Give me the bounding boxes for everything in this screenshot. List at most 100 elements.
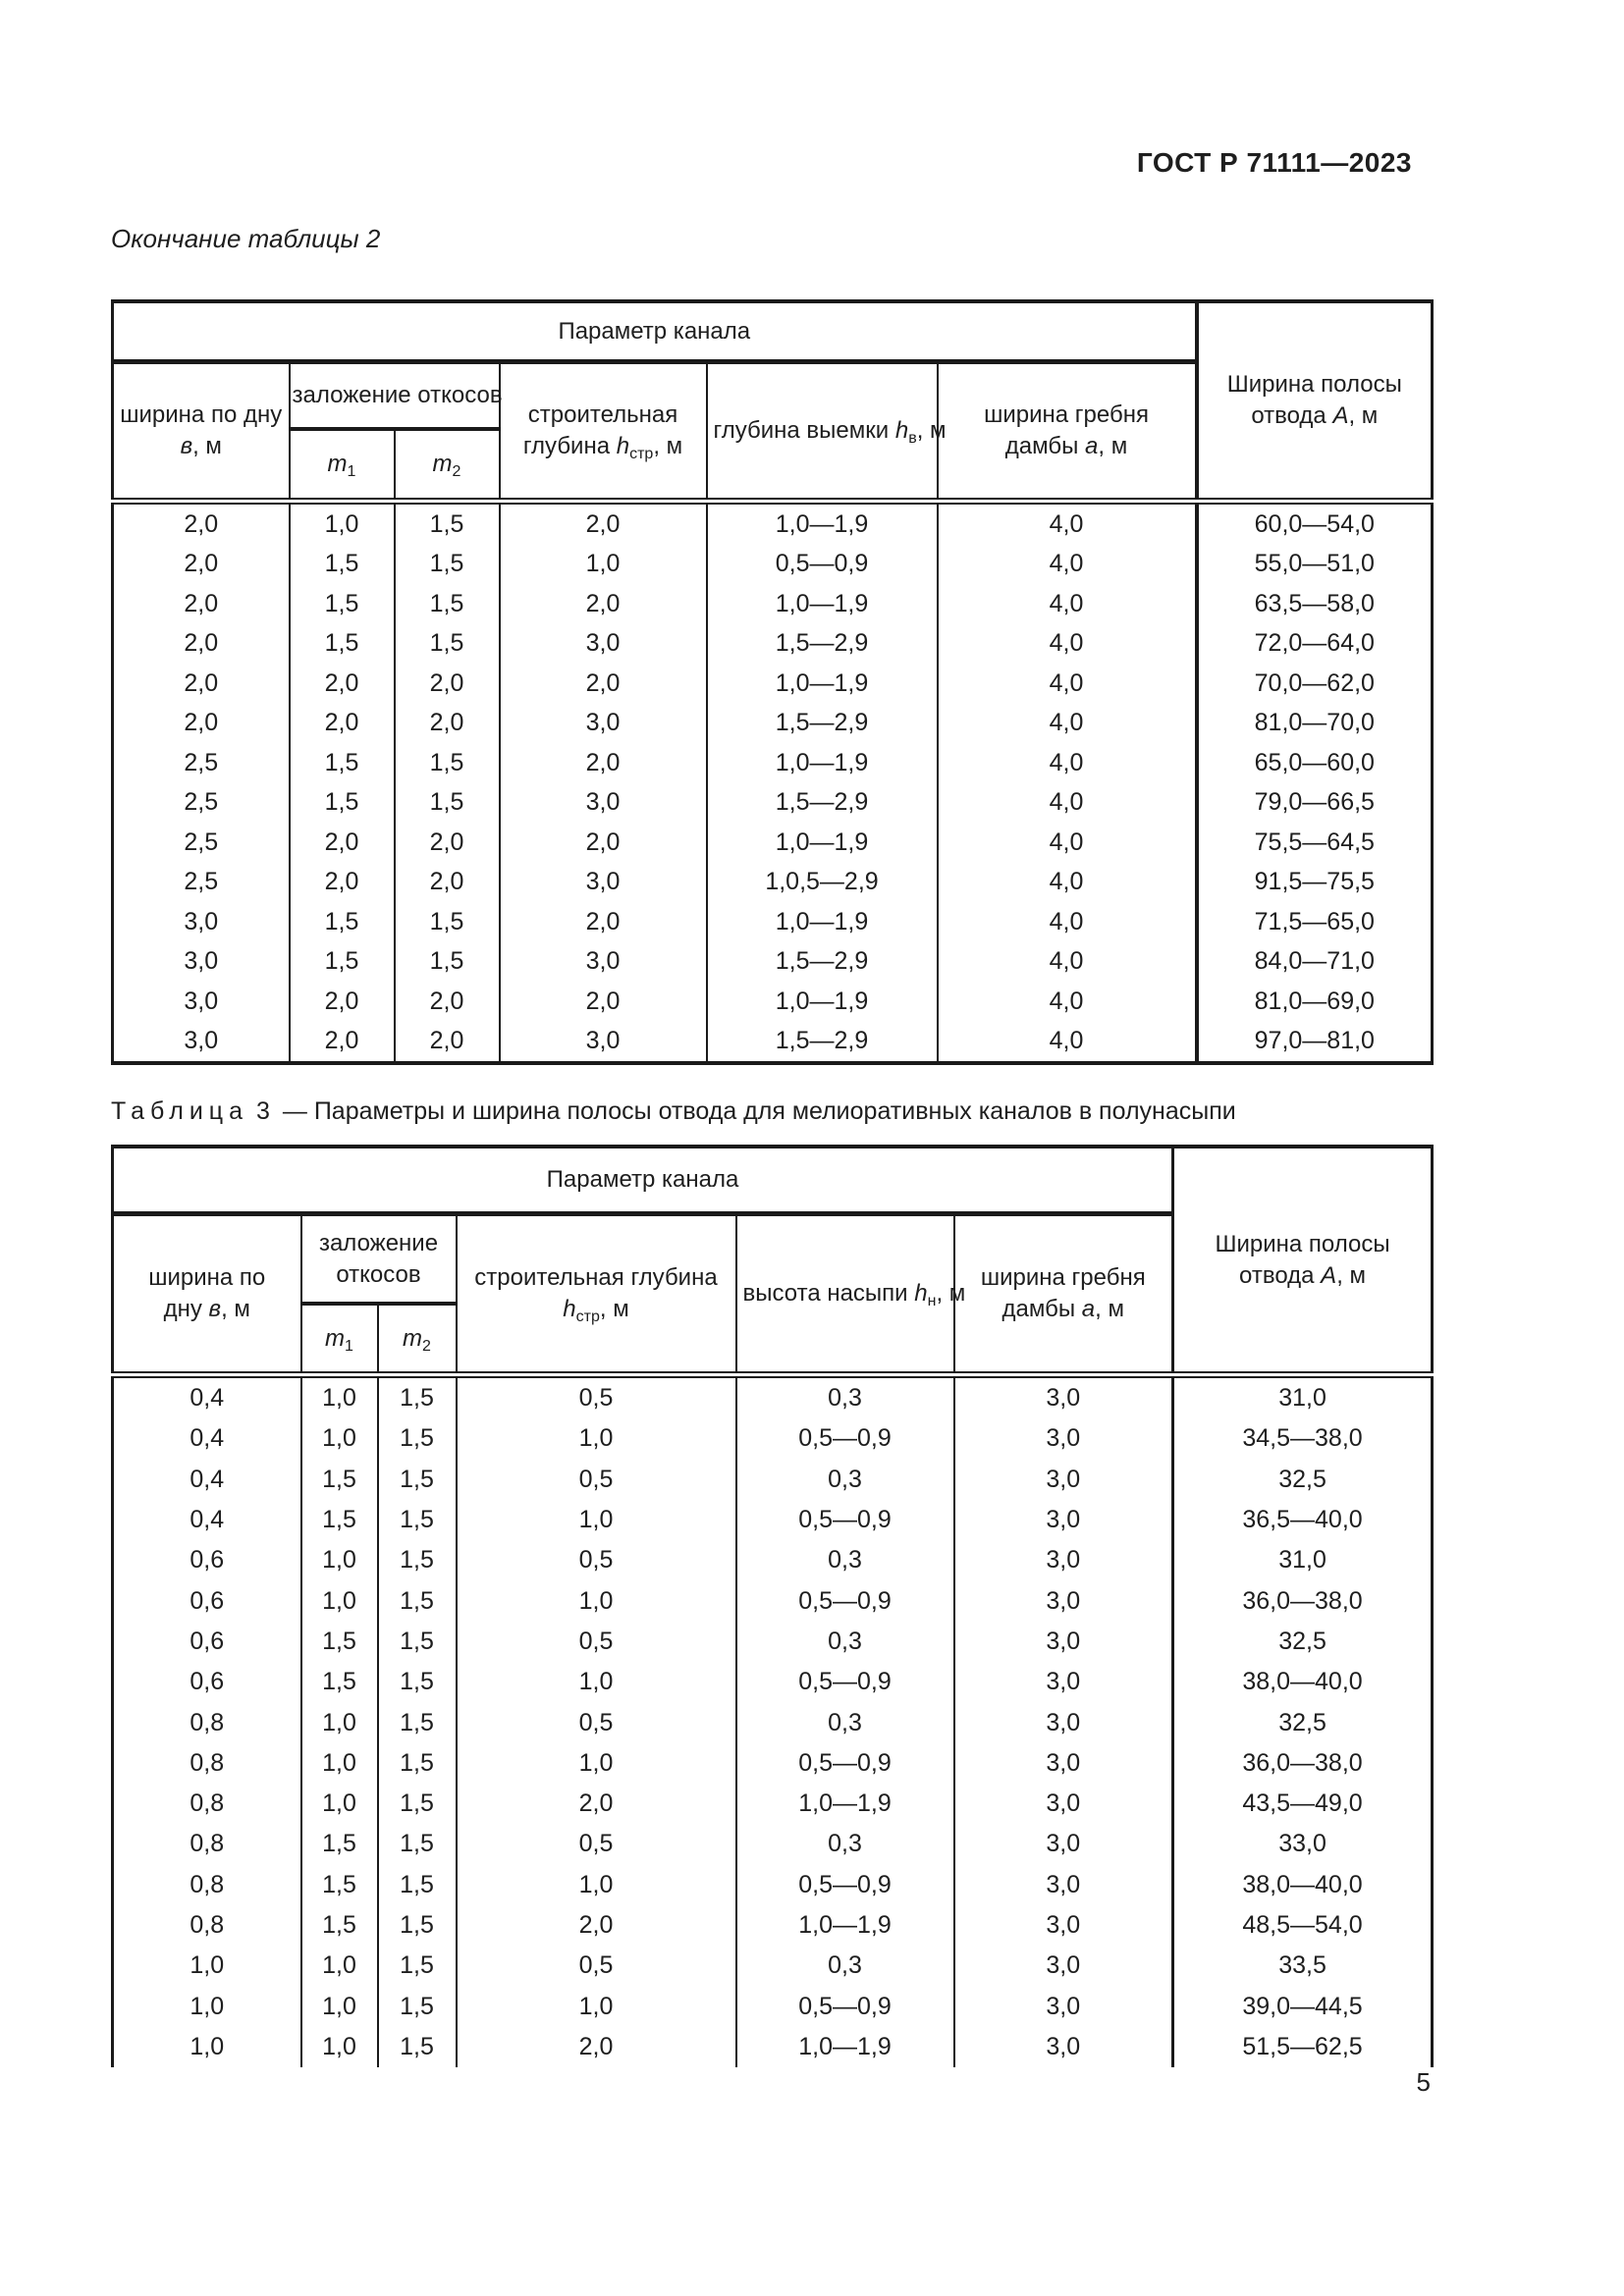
col-header-strip-width: Ширина полосы отвода А, м — [1171, 1147, 1434, 1375]
table-cell: 1,5—2,9 — [705, 941, 939, 982]
col-header-m2: m2 — [376, 1304, 458, 1375]
table-cell: 36,5—40,0 — [1171, 1499, 1434, 1541]
table-cell: 4,0 — [936, 743, 1198, 783]
table-3-header-row-1: Параметр канала Ширина полосы отвода А, … — [111, 1147, 1434, 1375]
table-cell: 1,0 — [455, 1742, 737, 1784]
table-cell: 39,0—44,5 — [1171, 1986, 1434, 2027]
page-number: 5 — [1416, 2067, 1431, 2097]
table-cell: 2,0 — [393, 862, 501, 902]
table-cell: 2,0 — [498, 584, 708, 624]
table-cell: 0,5—0,9 — [734, 1499, 955, 1541]
table-cell: 3,0 — [952, 1662, 1174, 1703]
col-header-fill-height: высота насыпи hн, м — [734, 1213, 965, 1375]
table-cell: 0,5 — [455, 1702, 737, 1743]
table-cell: 2,0 — [393, 703, 501, 743]
table-row: 0,8 1,5 1,5 1,0 0,5—0,9 3,0 38,0—40,0 — [111, 1864, 1434, 1905]
table-cell: 2,0 — [111, 544, 291, 584]
table-cell: 1,5 — [299, 1459, 379, 1500]
table-cell: 3,0 — [111, 941, 291, 982]
table-cell: 4,0 — [936, 862, 1198, 902]
table-cell: 3,0 — [952, 1904, 1174, 1947]
table-cell: 2,0 — [455, 1904, 737, 1947]
table-3-caption: Таблица 3 — Параметры и ширина полосы отв… — [111, 1097, 1236, 1126]
col-header-build-depth: строительная глубина hстр, м — [498, 361, 708, 502]
table-cell: 43,5—49,0 — [1171, 1783, 1434, 1825]
table-cell: 0,6 — [111, 1580, 302, 1622]
table-cell: 2,0 — [393, 1021, 501, 1063]
table-cell: 55,0—51,0 — [1194, 544, 1434, 584]
table-row: 2,5 2,0 2,0 2,0 1,0—1,9 4,0 75,5—64,5 — [111, 823, 1434, 863]
table-cell: 1,5 — [376, 1662, 458, 1703]
doc-code: ГОСТ Р 71111—2023 — [1136, 147, 1412, 178]
table-cell: 36,0—38,0 — [1171, 1580, 1434, 1622]
table-cell: 1,0 — [299, 1946, 379, 1987]
table-cell: 3,0 — [498, 862, 708, 902]
table-cell: 0,3 — [734, 1824, 955, 1865]
table-cell: 1,0 — [299, 2026, 379, 2068]
table-cell: 3,0 — [952, 1946, 1174, 1987]
table-cell: 32,5 — [1171, 1459, 1434, 1500]
table-cell: 2,5 — [111, 823, 291, 863]
table-cell: 2,0 — [498, 498, 708, 545]
table-cell: 71,5—65,0 — [1194, 902, 1434, 942]
table-row: 0,6 1,5 1,5 0,5 0,3 3,0 32,5 — [111, 1621, 1434, 1663]
table-row: 2,0 1,5 1,5 2,0 1,0—1,9 4,0 63,5—58,0 — [111, 584, 1434, 624]
table-cell: 0,6 — [111, 1621, 302, 1663]
col-header-m2: m2 — [393, 429, 501, 502]
col-header-build-depth: строительная глубина hстр, м — [455, 1213, 737, 1375]
table-cell: 2,0 — [111, 584, 291, 624]
table-cell: 3,0 — [952, 1986, 1174, 2027]
table-row: 0,8 1,0 1,5 0,5 0,3 3,0 32,5 — [111, 1702, 1434, 1743]
table-cell: 1,0 — [455, 1418, 737, 1460]
col-header-strip-width: Ширина полосы отвода А, м — [1194, 301, 1434, 502]
table-cell: 3,0 — [498, 941, 708, 982]
table-cell: 1,0 — [455, 1580, 737, 1622]
table-cell: 3,0 — [111, 902, 291, 942]
continuation-label: Окончание таблицы 2 — [111, 224, 381, 253]
table-cell: 60,0—54,0 — [1194, 498, 1434, 545]
table-cell: 1,0 — [299, 1418, 379, 1460]
table-cell: 75,5—64,5 — [1194, 823, 1434, 863]
table-cell: 1,0 — [111, 1986, 302, 2027]
col-header-crest-width: ширина гребня дамбы а, м — [936, 361, 1198, 502]
table-cell: 4,0 — [936, 703, 1198, 743]
table-cell: 0,3 — [734, 1946, 955, 1987]
table-cell: 4,0 — [936, 584, 1198, 624]
table-row: 1,0 1,0 1,5 0,5 0,3 3,0 33,5 — [111, 1946, 1434, 1987]
table-cell: 0,5 — [455, 1621, 737, 1663]
table-cell: 84,0—71,0 — [1194, 941, 1434, 982]
table-cell: 0,6 — [111, 1662, 302, 1703]
table-cell: 0,3 — [734, 1371, 955, 1419]
table-cell: 3,0 — [952, 1499, 1174, 1541]
table-cell: 3,0 — [952, 1621, 1174, 1663]
table-cell: 3,0 — [111, 982, 291, 1022]
table-cell: 2,0 — [455, 2026, 737, 2068]
table-row: 0,8 1,5 1,5 2,0 1,0—1,9 3,0 48,5—54,0 — [111, 1904, 1434, 1947]
table-cell: 1,5 — [376, 1864, 458, 1905]
table-cell: 1,5—2,9 — [705, 1021, 939, 1063]
table-row: 0,6 1,0 1,5 1,0 0,5—0,9 3,0 36,0—38,0 — [111, 1580, 1434, 1622]
table-cell: 1,0—1,9 — [705, 743, 939, 783]
table-cell: 1,5—2,9 — [705, 703, 939, 743]
table-cell: 1,5 — [376, 1986, 458, 2027]
table-cell: 2,0 — [111, 623, 291, 664]
table-cell: 1,0 — [455, 1662, 737, 1703]
table-cell: 32,5 — [1171, 1702, 1434, 1743]
table-row: 0,4 1,5 1,5 1,0 0,5—0,9 3,0 36,5—40,0 — [111, 1499, 1434, 1541]
table-row: 2,0 1,0 1,5 2,0 1,0—1,9 4,0 60,0—54,0 — [111, 498, 1434, 545]
table-cell: 0,5—0,9 — [734, 1986, 955, 2027]
table-cell: 0,5 — [455, 1371, 737, 1419]
table-cell: 2,0 — [393, 823, 501, 863]
table-cell: 2,5 — [111, 782, 291, 823]
table-cell: 0,5 — [455, 1459, 737, 1500]
table-cell: 1,5 — [288, 941, 396, 982]
table-cell: 48,5—54,0 — [1171, 1904, 1434, 1947]
table-cell: 3,0 — [952, 2026, 1174, 2068]
table-row: 0,4 1,5 1,5 0,5 0,3 3,0 32,5 — [111, 1459, 1434, 1500]
table-cell: 3,0 — [952, 1418, 1174, 1460]
table-cell: 1,0 — [299, 1371, 379, 1419]
table-row: 0,8 1,0 1,5 2,0 1,0—1,9 3,0 43,5—49,0 — [111, 1783, 1434, 1825]
table-cell: 4,0 — [936, 1021, 1198, 1063]
table-cell: 0,3 — [734, 1702, 955, 1743]
